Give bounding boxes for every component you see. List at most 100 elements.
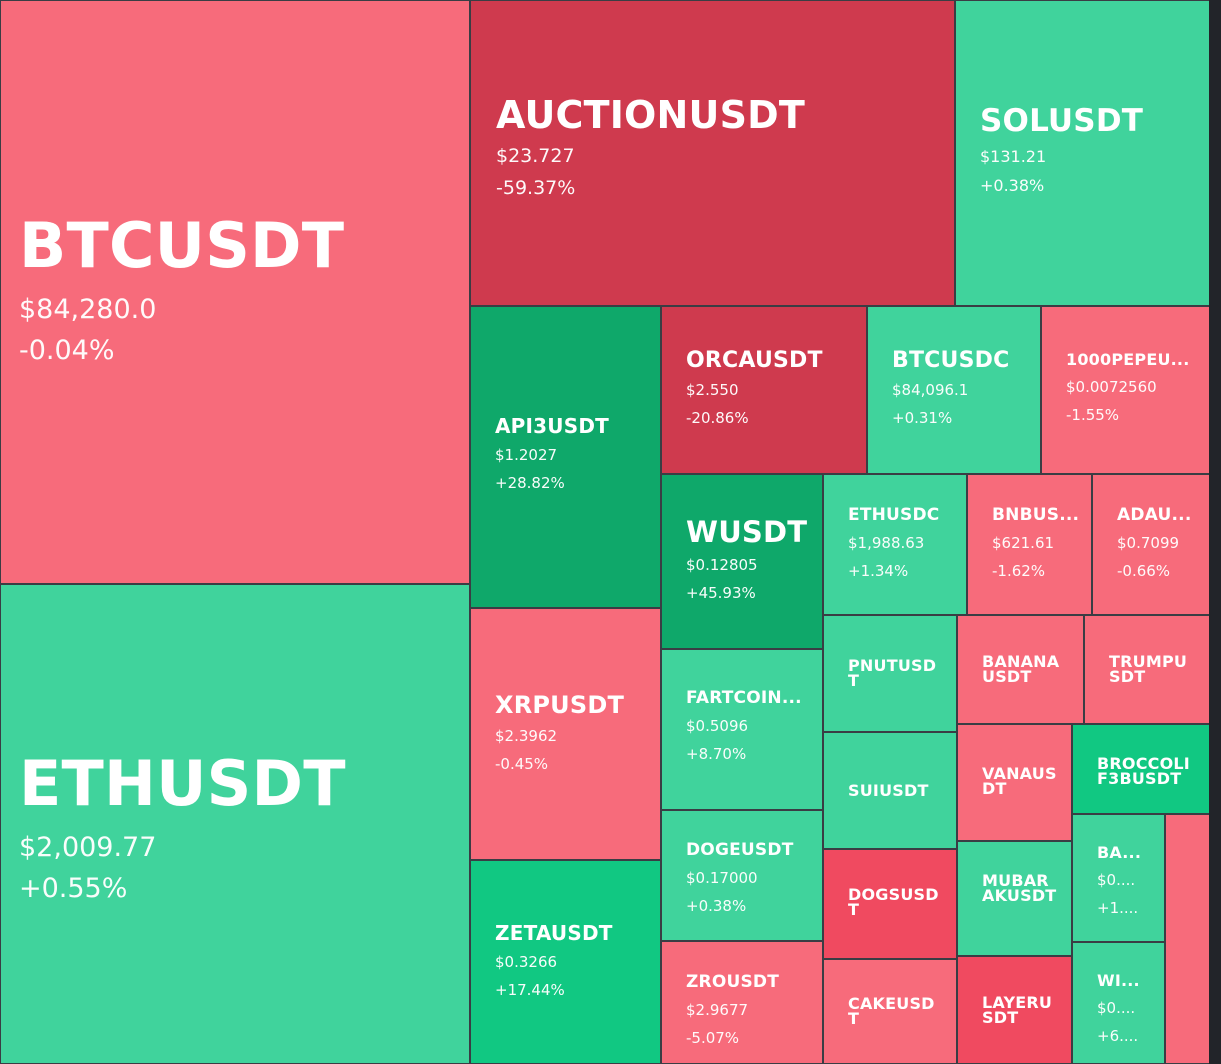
tile-content: WUSDT $0.12805 +45.93% bbox=[686, 517, 812, 602]
tile-content: ETHUSDT $2,009.77 +0.55% bbox=[19, 751, 459, 904]
tile-symbol: WI... bbox=[1097, 973, 1140, 990]
heatmap-tile-solusdt[interactable]: SOLUSDT $131.21 +0.38% bbox=[955, 0, 1210, 306]
tile-price: $84,280.0 bbox=[19, 294, 157, 326]
tile-price: $0.... bbox=[1097, 998, 1136, 1017]
heatmap-tile-cakeusdt[interactable]: CAKEUSDT bbox=[823, 959, 957, 1064]
heatmap-tile-wusdt[interactable]: WUSDT $0.12805 +45.93% bbox=[661, 474, 823, 649]
tile-price: $2,009.77 bbox=[19, 832, 157, 864]
tile-content: ORCAUSDT $2.550 -20.86% bbox=[686, 349, 856, 427]
tile-symbol: CAKEUSDT bbox=[848, 996, 935, 1027]
tile-price: $84,096.1 bbox=[892, 381, 969, 400]
tile-change: +8.70% bbox=[686, 744, 747, 763]
tile-change: -59.37% bbox=[496, 176, 576, 199]
heatmap-tile-wi[interactable]: WI... $0.... +6.... bbox=[1072, 942, 1165, 1064]
tile-content: BNBUS... $621.61 -1.62% bbox=[992, 507, 1081, 580]
tile-change: -1.62% bbox=[992, 561, 1046, 580]
tile-change: +1.... bbox=[1097, 898, 1139, 917]
tile-symbol: ZETAUSDT bbox=[495, 923, 613, 944]
heatmap-tile-bananausdt[interactable]: BANANAUSDT bbox=[957, 615, 1084, 724]
tile-symbol: FARTCOIN... bbox=[686, 690, 802, 708]
tile-price: $23.727 bbox=[496, 144, 575, 167]
tile-change: +0.38% bbox=[686, 896, 747, 915]
heatmap-tile-ethusdt[interactable]: ETHUSDT $2,009.77 +0.55% bbox=[0, 584, 470, 1064]
tile-price: $131.21 bbox=[980, 146, 1047, 166]
tile-change: -5.07% bbox=[686, 1028, 740, 1047]
tile-content: ZROUSDT $2.9677 -5.07% bbox=[686, 974, 812, 1047]
heatmap-tile-xrpusdt[interactable]: XRPUSDT $2.3962 -0.45% bbox=[470, 608, 661, 860]
tile-symbol: SOLUSDT bbox=[980, 105, 1144, 138]
heatmap-tile-1000pepeusdt[interactable]: 1000PEPEU... $0.0072560 -1.55% bbox=[1041, 306, 1210, 474]
tile-content: API3USDT $1.2027 +28.82% bbox=[495, 416, 650, 492]
tile-change: -0.04% bbox=[19, 335, 115, 367]
tile-symbol: VANAUSDT bbox=[982, 766, 1057, 797]
heatmap-tile-pnutusdt[interactable]: PNUTUSDT bbox=[823, 615, 957, 732]
tile-change: +17.44% bbox=[495, 981, 565, 999]
heatmap-tile-mubarakusdt[interactable]: MUBARAKUSDT bbox=[957, 841, 1072, 956]
tile-symbol: BTCUSDC bbox=[892, 349, 1010, 373]
tile-change: -0.45% bbox=[495, 755, 549, 774]
heatmap-tile-fartcoinusdt[interactable]: FARTCOIN... $0.5096 +8.70% bbox=[661, 649, 823, 810]
tile-content: SUIUSDT bbox=[848, 783, 946, 800]
tile-content: DOGEUSDT $0.17000 +0.38% bbox=[686, 842, 812, 915]
tile-symbol: API3USDT bbox=[495, 416, 609, 437]
tile-symbol: SUIUSDT bbox=[848, 783, 929, 800]
tile-price: $0.7099 bbox=[1117, 533, 1180, 552]
right-edge-scrollbar[interactable] bbox=[1209, 0, 1221, 1064]
heatmap-tile-trumpusdt[interactable]: TRUMPUSDT bbox=[1084, 615, 1210, 724]
heatmap-tile-zetausdt[interactable]: ZETAUSDT $0.3266 +17.44% bbox=[470, 860, 661, 1064]
tile-change: +45.93% bbox=[686, 584, 756, 603]
tile-change: +28.82% bbox=[495, 474, 565, 492]
tile-content: ADAU... $0.7099 -0.66% bbox=[1117, 507, 1199, 580]
tile-price: $621.61 bbox=[992, 533, 1055, 552]
tile-change: +1.34% bbox=[848, 561, 909, 580]
tile-change: +0.31% bbox=[892, 409, 953, 428]
tile-change: +0.55% bbox=[19, 873, 128, 905]
tile-content: 1000PEPEU... $0.0072560 -1.55% bbox=[1066, 352, 1199, 424]
tile-content: AUCTIONUSDT $23.727 -59.37% bbox=[496, 96, 944, 199]
tile-symbol: XRPUSDT bbox=[495, 693, 625, 719]
heatmap-tile-api3usdt[interactable]: API3USDT $1.2027 +28.82% bbox=[470, 306, 661, 608]
tile-symbol: ADAU... bbox=[1117, 507, 1192, 525]
heatmap-tile-vanausdt[interactable]: VANAUSDT bbox=[957, 724, 1072, 841]
tile-content: WI... $0.... +6.... bbox=[1097, 973, 1154, 1045]
tile-change: -1.55% bbox=[1066, 405, 1120, 424]
heatmap-tile-orcausdt[interactable]: ORCAUSDT $2.550 -20.86% bbox=[661, 306, 867, 474]
tile-price: $0.5096 bbox=[686, 716, 749, 735]
heatmap-tile-auctionusdt[interactable]: AUCTIONUSDT $23.727 -59.37% bbox=[470, 0, 955, 306]
heatmap-tile-btcusdt[interactable]: BTCUSDT $84,280.0 -0.04% bbox=[0, 0, 470, 584]
heatmap-tile-bnbusdt[interactable]: BNBUS... $621.61 -1.62% bbox=[967, 474, 1092, 615]
tile-price: $0.12805 bbox=[686, 556, 758, 575]
tile-change: +0.38% bbox=[980, 175, 1045, 195]
tile-price: $0.... bbox=[1097, 870, 1136, 889]
tile-content: BTCUSDT $84,280.0 -0.04% bbox=[19, 213, 459, 366]
tile-symbol: BTCUSDT bbox=[19, 213, 345, 279]
tile-price: $2.550 bbox=[686, 381, 739, 400]
heatmap-tile-ba[interactable]: BA... $0.... +1.... bbox=[1072, 814, 1165, 942]
tile-symbol: DOGSUSDT bbox=[848, 887, 939, 918]
tile-content: BROCCOLIF3BUSDT bbox=[1097, 756, 1199, 786]
tile-symbol: LAYERUSDT bbox=[982, 995, 1053, 1026]
heatmap-tile-edge[interactable] bbox=[1165, 814, 1210, 1064]
tile-content: VANAUSDT bbox=[982, 766, 1061, 796]
tile-change: -0.66% bbox=[1117, 561, 1171, 580]
tile-content: XRPUSDT $2.3962 -0.45% bbox=[495, 693, 650, 773]
heatmap-tile-dogeusdt[interactable]: DOGEUSDT $0.17000 +0.38% bbox=[661, 810, 823, 941]
heatmap-tile-zrousdt[interactable]: ZROUSDT $2.9677 -5.07% bbox=[661, 941, 823, 1064]
heatmap-tile-dogsusdt[interactable]: DOGSUSDT bbox=[823, 849, 957, 959]
tile-change: +6.... bbox=[1097, 1026, 1139, 1045]
heatmap-tile-layerusdt[interactable]: LAYERUSDT bbox=[957, 956, 1072, 1064]
tile-price: $0.0072560 bbox=[1066, 377, 1157, 396]
tile-symbol: TRUMPUSDT bbox=[1109, 654, 1188, 685]
heatmap-tile-ethusdc[interactable]: ETHUSDC $1,988.63 +1.34% bbox=[823, 474, 967, 615]
tile-symbol: DOGEUSDT bbox=[686, 842, 794, 860]
tile-content: MUBARAKUSDT bbox=[982, 873, 1061, 903]
heatmap-tile-btcusdc[interactable]: BTCUSDC $84,096.1 +0.31% bbox=[867, 306, 1041, 474]
heatmap-tile-broccoli[interactable]: BROCCOLIF3BUSDT bbox=[1072, 724, 1210, 814]
tile-symbol: WUSDT bbox=[686, 517, 808, 548]
heatmap-tile-suiusdt[interactable]: SUIUSDT bbox=[823, 732, 957, 849]
tile-content: BTCUSDC $84,096.1 +0.31% bbox=[892, 349, 1030, 427]
heatmap-tile-adausdt[interactable]: ADAU... $0.7099 -0.66% bbox=[1092, 474, 1210, 615]
tile-content: TRUMPUSDT bbox=[1109, 654, 1199, 684]
tile-content: PNUTUSDT bbox=[848, 658, 946, 688]
